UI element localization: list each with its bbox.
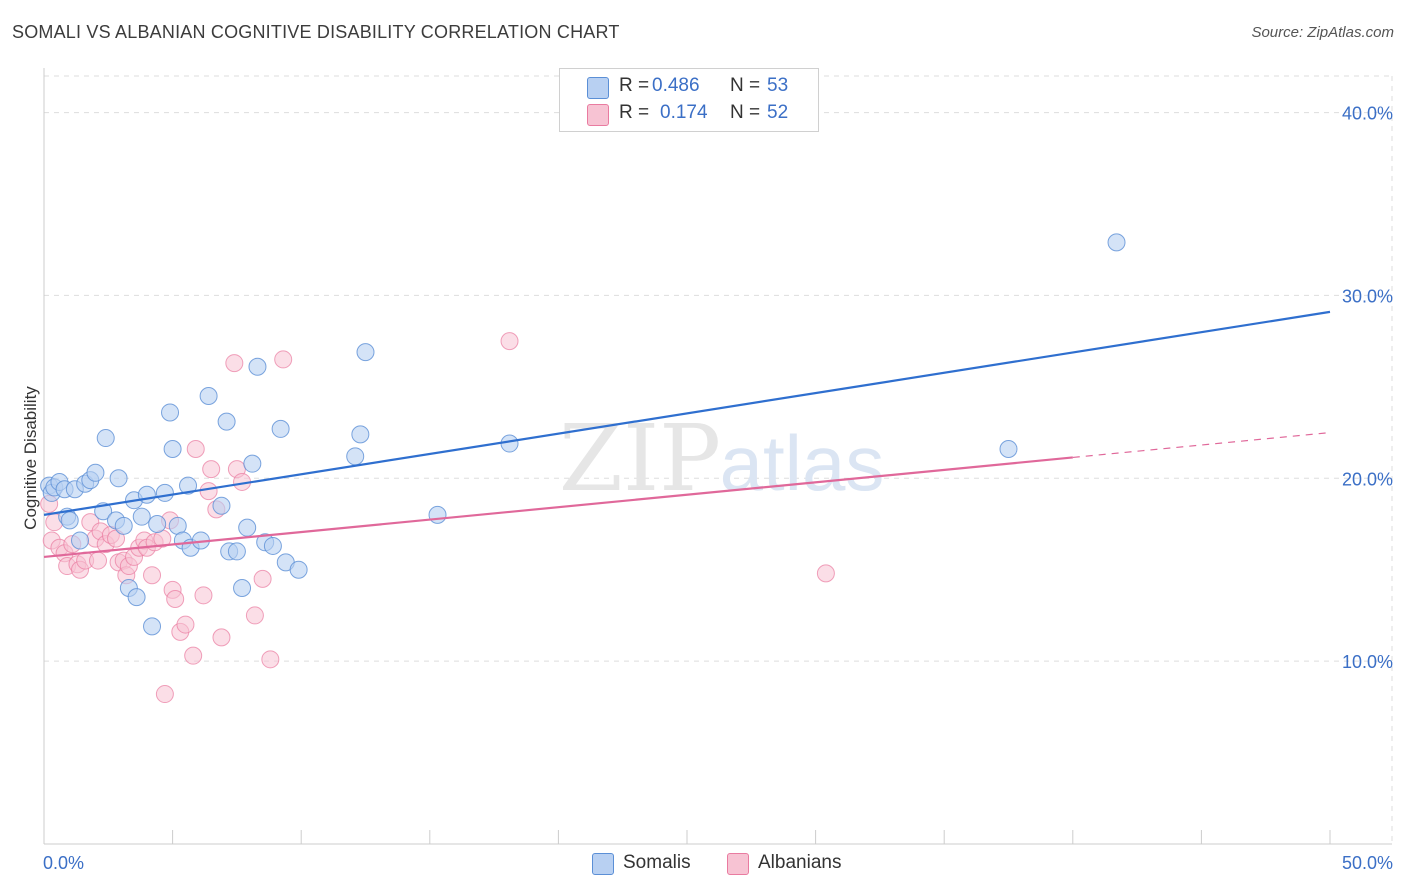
somalis-point xyxy=(127,588,146,607)
somalis-point xyxy=(271,419,290,438)
trend-lines xyxy=(43,310,1331,559)
somalis-point xyxy=(114,516,133,535)
albanians-swatch xyxy=(727,853,749,875)
x-tick-label: 50.0% xyxy=(1342,853,1393,873)
somalis-point xyxy=(500,434,519,453)
y-axis-label: Cognitive Disability xyxy=(21,386,40,530)
albanians-point xyxy=(274,350,293,369)
somalis-point xyxy=(351,425,370,444)
albanians-point xyxy=(155,685,174,704)
somalis-point xyxy=(238,518,257,537)
n-value: 53 xyxy=(767,75,789,96)
somalis-point xyxy=(179,476,198,495)
r-label: R = xyxy=(619,102,650,123)
somalis-point xyxy=(161,403,180,422)
y-tick-label: 30.0% xyxy=(1342,286,1393,306)
albanians-point xyxy=(166,589,185,608)
y-tick-label: 20.0% xyxy=(1342,469,1393,489)
somalis-point xyxy=(263,536,282,555)
somalis-point xyxy=(163,440,182,459)
albanians-point xyxy=(261,650,280,669)
albanians-point xyxy=(199,482,218,501)
somalis-point xyxy=(212,496,231,515)
somalis-point xyxy=(155,483,174,502)
somalis-point xyxy=(86,463,105,482)
somalis-point xyxy=(71,531,90,550)
somalis-point xyxy=(289,560,308,579)
albanians-point xyxy=(500,332,519,351)
somalis-point xyxy=(132,507,151,526)
albanians-point xyxy=(253,569,272,588)
n-label: N = xyxy=(730,102,761,123)
albanians-point xyxy=(225,354,244,373)
stats-legend: R = 0.486 N = 53 R = 0.174 N = 52 xyxy=(559,68,819,132)
source-label: Source: ZipAtlas.com xyxy=(1251,24,1394,41)
somalis-point xyxy=(1107,233,1126,252)
somalis-points xyxy=(40,233,1126,636)
albanians-point xyxy=(212,628,231,647)
somalis-point xyxy=(137,485,156,504)
somalis-point xyxy=(356,343,375,362)
somalis-point xyxy=(346,447,365,466)
watermark-atlas: atlas xyxy=(720,419,885,507)
somalis-point xyxy=(428,505,447,524)
y-tick-label: 10.0% xyxy=(1342,652,1393,672)
x-tick-label: 0.0% xyxy=(43,853,84,873)
somalis-point xyxy=(96,429,115,448)
axes xyxy=(43,68,1392,845)
albanians-point xyxy=(143,566,162,585)
albanians-label: Albanians xyxy=(758,852,842,873)
albanians-point xyxy=(816,564,835,583)
somalis-swatch xyxy=(587,77,609,99)
somalis-point xyxy=(143,617,162,636)
n-value: 52 xyxy=(767,102,789,123)
albanians-point xyxy=(186,440,205,459)
somalis-point xyxy=(60,511,79,530)
somalis-point xyxy=(243,454,262,473)
albanians-trend-extension xyxy=(1072,431,1331,459)
albanians-point xyxy=(89,551,108,570)
chart-title: SOMALI VS ALBANIAN COGNITIVE DISABILITY … xyxy=(12,22,620,42)
legend-row-albanians: R = 0.174 N = 52 xyxy=(560,102,818,126)
somalis-point xyxy=(233,579,252,597)
somalis-point xyxy=(248,357,267,376)
n-label: N = xyxy=(730,75,761,96)
somalis-point xyxy=(217,412,236,431)
somalis-point xyxy=(227,542,246,561)
albanians-points xyxy=(40,332,835,704)
r-value: 0.174 xyxy=(660,102,708,123)
albanians-point xyxy=(184,646,203,665)
r-label: R = xyxy=(619,75,650,96)
somalis-swatch xyxy=(592,853,614,875)
somalis-trend-line xyxy=(43,310,1331,516)
r-value: 0.486 xyxy=(652,75,700,96)
somalis-label: Somalis xyxy=(623,852,691,873)
albanians-point xyxy=(245,606,264,625)
somalis-point xyxy=(999,440,1018,459)
tick-labels: 10.0% 20.0% 30.0% 40.0% 0.0% 50.0% xyxy=(43,104,1393,873)
albanians-point xyxy=(194,586,213,605)
somalis-point xyxy=(148,515,167,533)
albanians-point xyxy=(176,615,195,634)
albanians-swatch xyxy=(587,104,609,126)
somalis-point xyxy=(109,469,128,488)
albanians-point xyxy=(202,460,221,479)
y-tick-label: 40.0% xyxy=(1342,104,1393,124)
albanians-trend-line xyxy=(43,456,1073,559)
legend-row-somalis: R = 0.486 N = 53 xyxy=(560,75,818,99)
somalis-point xyxy=(199,387,218,405)
